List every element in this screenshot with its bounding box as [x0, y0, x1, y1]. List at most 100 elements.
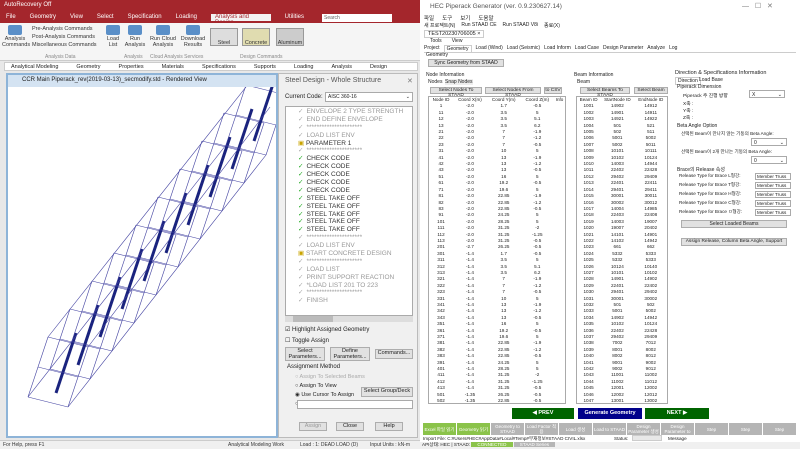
toolbar-button[interactable]: Run STAAD CE: [461, 22, 497, 28]
code-select[interactable]: AISC 360-16 ⌄: [325, 92, 413, 102]
table-row[interactable]: 43 -2.0 13 -0.5: [429, 167, 565, 173]
table-row[interactable]: 1001 14902 14912: [577, 103, 667, 109]
doc-tab[interactable]: TEST20230706005 ×: [424, 30, 485, 38]
table-row[interactable]: 391 -1.4 24.25 5: [429, 360, 565, 366]
table-row[interactable]: 1029 22401 22402: [577, 283, 667, 289]
step-button[interactable]: Step: [695, 423, 728, 435]
table-row[interactable]: 1035 10102 10124: [577, 321, 667, 327]
table-row[interactable]: 1036 22402 22428: [577, 328, 667, 334]
tree-item[interactable]: CHECK CODE: [286, 154, 412, 162]
table-row[interactable]: 1019 14003 19007: [577, 219, 667, 225]
table-row[interactable]: 1014 29401 29411: [577, 187, 667, 193]
table-row[interactable]: 411 -1.4 31.25 -2: [429, 372, 565, 378]
tab-log[interactable]: Log: [669, 45, 678, 51]
tab-analyze[interactable]: Analyze: [647, 45, 666, 51]
workflow-tab[interactable]: Specifications: [201, 64, 236, 70]
step-button[interactable]: Load Factor 적용: [525, 423, 558, 435]
table-row[interactable]: 322 -1.4 7 -1.2: [429, 283, 565, 289]
tree-item[interactable]: *LOAD LIST 201 TO 223: [286, 281, 412, 289]
table-row[interactable]: 31 -2.0 10 5: [429, 148, 565, 154]
edit-list-input[interactable]: [297, 400, 413, 409]
column-header[interactable]: StartNode ID: [604, 97, 631, 102]
table-row[interactable]: 351 -1.4 16 5: [429, 321, 565, 327]
table-row[interactable]: 1042 9002 9012: [577, 366, 667, 372]
table-row[interactable]: 21 -2.0 7 -1.9: [429, 129, 565, 135]
toolbar-button[interactable]: Run STAAD V8i: [502, 22, 539, 28]
tab-beam[interactable]: Beam: [577, 79, 591, 85]
tree-item[interactable]: **********************: [286, 288, 412, 296]
tree-item[interactable]: PRINT SUPPORT REACTION: [286, 273, 412, 281]
table-row[interactable]: 1007 5002 5011: [577, 142, 667, 148]
table-row[interactable]: 83 -2.0 22.85 -0.5: [429, 206, 565, 212]
node-table[interactable]: Node ID Coord X(m) Coord Y(m) Coord Z(m) Inf…: [428, 96, 566, 404]
menu-select[interactable]: Select: [96, 14, 114, 20]
table-row[interactable]: 201 -2.7 26.25 -0.5: [429, 244, 565, 250]
table-row[interactable]: 323 -1.4 7 -0.5: [429, 289, 565, 295]
toolbar-button[interactable]: 새 프로젝트(N): [424, 23, 456, 29]
table-row[interactable]: 1037 29402 29409: [577, 334, 667, 340]
table-row[interactable]: 81 -2.0 22.85 -1.9: [429, 193, 565, 199]
table-row[interactable]: 12 -2.0 3.5 5.1: [429, 116, 565, 122]
toolbar-button[interactable]: 종료(X): [544, 23, 560, 29]
pipe-dir-select[interactable]: X ⌄: [749, 90, 785, 98]
workflow-tab[interactable]: Materials: [161, 64, 184, 70]
define-parameters-button[interactable]: Define Parameters...: [330, 347, 370, 361]
tree-item[interactable]: END DEFINE ENVELOPE: [286, 115, 412, 123]
release-select[interactable]: Member Truss: [755, 182, 791, 189]
beta2-select[interactable]: 0 ⌄: [751, 156, 787, 164]
close-icon[interactable]: ✕: [407, 78, 413, 85]
tree-item[interactable]: **********************: [286, 123, 412, 131]
step-button[interactable]: Step: [729, 423, 762, 435]
table-row[interactable]: 502 -1.35 22.85 -0.5: [429, 398, 565, 403]
table-row[interactable]: 42 -2.0 13 -1.2: [429, 161, 565, 167]
step-button[interactable]: Geometry 읽기: [457, 423, 490, 435]
next-button[interactable]: NEXT ▶: [645, 408, 709, 419]
hec-menu-item[interactable]: 파일: [424, 16, 435, 22]
close-button[interactable]: Close: [336, 422, 364, 431]
hec-menu-item[interactable]: 보기: [460, 16, 471, 22]
table-row[interactable]: 1033 5001 5002: [577, 308, 667, 314]
table-row[interactable]: 41 -2.0 13 -1.9: [429, 155, 565, 161]
table-row[interactable]: 1025 5332 5333: [577, 257, 667, 263]
tab-load-case[interactable]: Load Case: [574, 45, 599, 51]
table-row[interactable]: 13 -2.0 3.5 6.2: [429, 123, 565, 129]
table-row[interactable]: 312 -1.4 3.5 5.1: [429, 264, 565, 270]
workflow-tab[interactable]: Analytical Modeling: [11, 64, 59, 70]
menu-utilities[interactable]: Utilities: [284, 14, 304, 20]
tab-design-parameter[interactable]: Design Parameter: [602, 45, 644, 51]
toggle-assign-checkbox[interactable]: ☐ Toggle Assign: [285, 338, 329, 344]
table-row[interactable]: 342 -1.4 13 -1.2: [429, 308, 565, 314]
select-group-button[interactable]: Select Group/Deck: [361, 387, 413, 397]
table-row[interactable]: 11 -2.0 3.5 5: [429, 110, 565, 116]
beam-table[interactable]: Beam ID StartNode ID EndNode ID 1001 14902 14…: [576, 96, 668, 404]
tab-nodes[interactable]: Nodes: [428, 79, 443, 85]
tree-item[interactable]: FINISH: [286, 296, 412, 304]
step-button[interactable]: Excel 파일 읽기: [423, 423, 456, 435]
help-button[interactable]: Help: [375, 422, 403, 431]
table-row[interactable]: 1039 8001 8002: [577, 347, 667, 353]
table-row[interactable]: 1006 5001 5002: [577, 135, 667, 141]
table-row[interactable]: 1022 14102 14942: [577, 238, 667, 244]
tree-item[interactable]: CHECK CODE: [286, 178, 412, 186]
workflow-tab[interactable]: Design: [369, 64, 388, 70]
tab-load-inform[interactable]: Load Inform: [544, 45, 571, 51]
table-row[interactable]: 61 -2.0 19.2 -0.5: [429, 180, 565, 186]
table-row[interactable]: 112 -2.0 31.25 -1.25: [429, 232, 565, 238]
table-row[interactable]: 1030 29401 29402: [577, 289, 667, 295]
column-header[interactable]: Beam ID: [579, 97, 598, 102]
table-row[interactable]: 341 -1.4 13 -1.9: [429, 302, 565, 308]
table-row[interactable]: 382 -1.4 22.85 -1.2: [429, 347, 565, 353]
table-row[interactable]: 1026 10124 10140: [577, 264, 667, 270]
tab-project[interactable]: Project: [424, 45, 440, 51]
step-button[interactable]: Load to STAAD: [593, 423, 626, 435]
post-analysis-button[interactable]: Post-Analysis Commands: [32, 34, 95, 40]
table-row[interactable]: 321 -1.4 7 -1.9: [429, 276, 565, 282]
misc-commands-button[interactable]: Miscellaneous Commands: [32, 42, 97, 48]
menu-view[interactable]: View: [70, 14, 83, 20]
sub-tab[interactable]: View: [451, 38, 463, 44]
table-row[interactable]: 1021 14101 14901: [577, 232, 667, 238]
table-row[interactable]: 1045 12001 12002: [577, 385, 667, 391]
table-row[interactable]: 361 -1.4 19.2 -0.5: [429, 328, 565, 334]
tree-item[interactable]: **********************: [286, 146, 412, 154]
tab-direction[interactable]: Direction: [675, 77, 701, 85]
